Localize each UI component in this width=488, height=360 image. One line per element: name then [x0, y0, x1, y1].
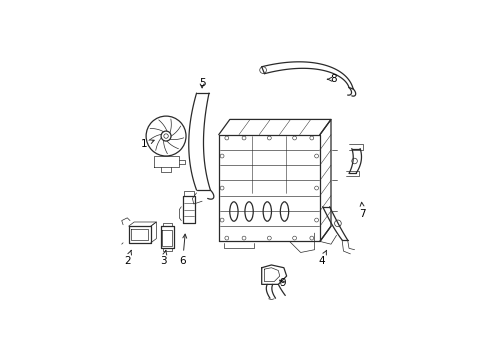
- Text: 9: 9: [279, 278, 285, 288]
- Text: 7: 7: [359, 202, 366, 219]
- Text: 6: 6: [179, 234, 186, 266]
- Text: 4: 4: [317, 250, 326, 266]
- Text: 5: 5: [199, 78, 205, 89]
- Text: 1: 1: [140, 139, 154, 149]
- Text: 2: 2: [123, 250, 131, 266]
- Text: 8: 8: [327, 74, 336, 84]
- Text: 3: 3: [160, 250, 166, 266]
